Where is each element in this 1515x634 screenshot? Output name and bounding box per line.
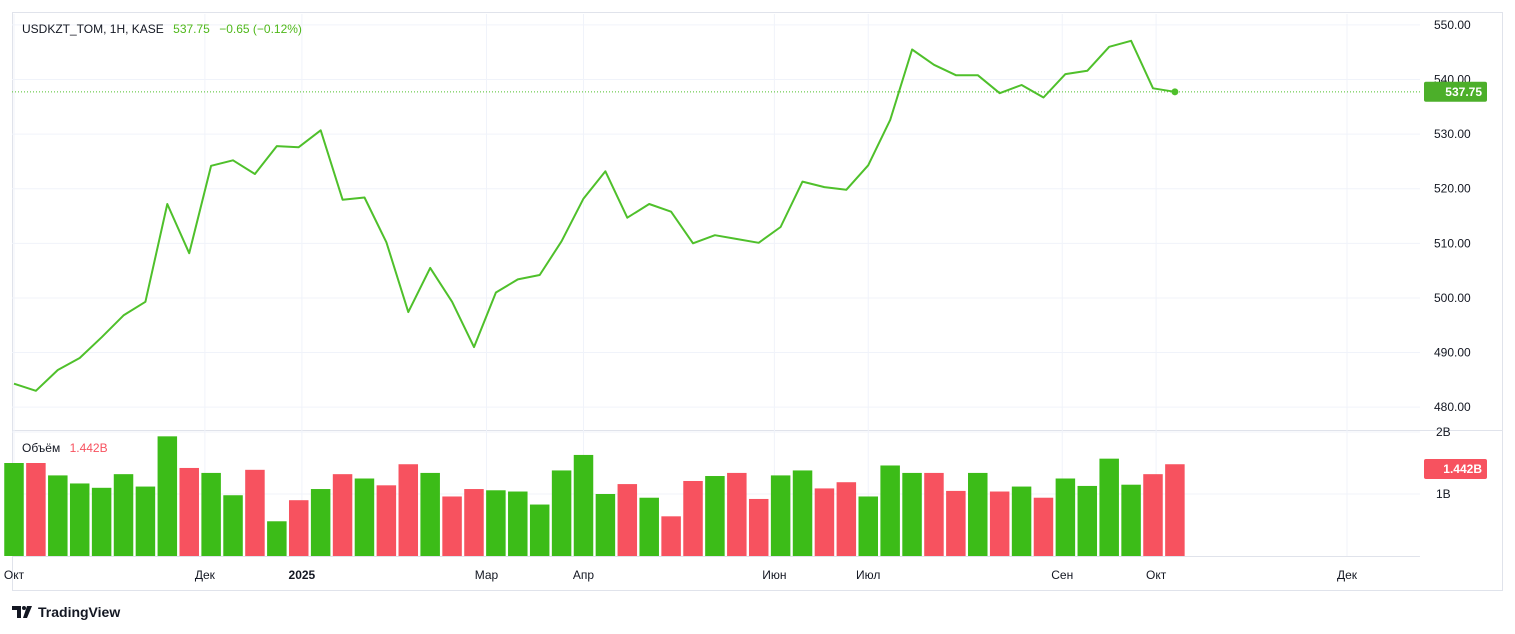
volume-bar xyxy=(529,504,550,556)
volume-bar xyxy=(661,516,681,556)
volume-bar xyxy=(1033,497,1054,556)
volume-bar xyxy=(792,470,813,556)
volume-bar xyxy=(1143,474,1163,556)
volume-bar xyxy=(1077,485,1098,556)
volume-bar xyxy=(332,474,353,556)
volume-bar xyxy=(1011,486,1032,556)
volume-bar xyxy=(595,494,616,556)
volume-bar xyxy=(201,472,221,556)
time-tick-label: Сен xyxy=(1051,568,1073,582)
volume-legend: Объём 1.442B xyxy=(22,441,108,455)
last-price-badge: 537.75 xyxy=(1424,81,1487,102)
volume-bar xyxy=(1055,478,1076,556)
volume-bar xyxy=(639,497,659,556)
volume-bar xyxy=(858,496,878,556)
volume-bar xyxy=(880,465,900,556)
volume-bar xyxy=(486,490,506,556)
volume-bar xyxy=(508,491,528,556)
price-tick-label: 510.00 xyxy=(1434,236,1471,250)
time-tick-label: Окт xyxy=(1146,568,1167,582)
volume-bar xyxy=(69,483,90,556)
tradingview-logo-text: TradingView xyxy=(38,604,121,620)
volume-bar xyxy=(354,478,375,556)
volume-bar xyxy=(310,489,331,556)
volume-bar xyxy=(4,463,24,556)
volume-bar xyxy=(157,436,178,556)
symbol-label[interactable]: USDKZT_TOM, 1H, KASE xyxy=(22,22,164,36)
time-tick-label: Окт xyxy=(4,568,25,582)
axes: 480.00490.00500.00510.00520.00530.00540.… xyxy=(4,18,1471,582)
last-volume-badge-label: 1.442B xyxy=(1443,462,1482,476)
volume-bar xyxy=(946,490,966,556)
chart-legend: USDKZT_TOM, 1H, KASE 537.75 −0.65 (−0.12… xyxy=(22,22,302,36)
price-tick-label: 550.00 xyxy=(1434,18,1471,32)
volume-bar xyxy=(135,486,156,556)
price-series xyxy=(12,39,1420,392)
volume-bar xyxy=(48,475,68,556)
volume-bar xyxy=(617,484,638,556)
time-tick-label: Июл xyxy=(856,568,880,582)
volume-bar xyxy=(420,472,440,556)
volume-bar xyxy=(683,480,703,556)
volume-tick-label: 2B xyxy=(1436,425,1451,439)
time-tick-label: Апр xyxy=(573,568,595,582)
volume-bar xyxy=(989,491,1010,556)
volume-bar xyxy=(1165,464,1185,556)
volume-bar xyxy=(26,463,46,556)
volume-label[interactable]: Объём xyxy=(22,441,61,455)
volume-bar xyxy=(551,470,572,556)
volume-bar xyxy=(748,498,769,556)
volume-bar xyxy=(770,475,791,556)
price-tick-label: 530.00 xyxy=(1434,127,1471,141)
tradingview-logo-icon xyxy=(12,606,32,618)
volume-bar xyxy=(464,489,484,556)
price-line xyxy=(13,39,1176,392)
volume-bar xyxy=(836,482,857,556)
time-tick-label: Июн xyxy=(762,568,786,582)
time-tick-label: Дек xyxy=(1337,568,1358,582)
gridlines xyxy=(12,14,1420,556)
volume-value: 1.442B xyxy=(69,441,108,455)
volume-bar xyxy=(223,495,243,556)
volume-bar xyxy=(91,487,112,556)
volume-tick-label: 1B xyxy=(1436,487,1451,501)
volume-bar xyxy=(398,464,419,556)
price-tick-label: 490.00 xyxy=(1434,346,1471,360)
volume-bar xyxy=(376,485,397,556)
price-tick-label: 480.00 xyxy=(1434,400,1471,414)
volume-bar xyxy=(924,472,944,556)
last-price: 537.75 xyxy=(173,22,210,36)
volume-bar xyxy=(113,474,134,556)
volume-bar xyxy=(179,467,199,556)
volume-bar xyxy=(267,521,287,556)
last-price-dot xyxy=(1171,88,1179,96)
volume-bar xyxy=(814,488,835,556)
volume-bars xyxy=(4,436,1185,556)
volume-bar xyxy=(727,472,747,556)
price-tick-label: 500.00 xyxy=(1434,291,1471,305)
tradingview-logo[interactable]: TradingView xyxy=(12,604,120,620)
volume-bar xyxy=(968,472,988,556)
volume-bar xyxy=(288,500,309,556)
chart-frame xyxy=(12,12,1503,591)
volume-bar xyxy=(1099,458,1119,556)
last-volume-badge: 1.442B xyxy=(1424,459,1487,479)
price-change: −0.65 (−0.12%) xyxy=(219,22,302,36)
volume-bar xyxy=(705,476,725,556)
volume-bar xyxy=(573,454,594,556)
volume-bar xyxy=(245,469,265,556)
volume-bar xyxy=(442,496,462,556)
time-tick-label: Мар xyxy=(475,568,499,582)
time-tick-label: 2025 xyxy=(289,568,316,582)
volume-bar xyxy=(902,472,922,556)
volume-bar xyxy=(1121,484,1141,556)
time-tick-label: Дек xyxy=(195,568,216,582)
last-price-badge-label: 537.75 xyxy=(1445,85,1482,99)
price-tick-label: 520.00 xyxy=(1434,182,1471,196)
